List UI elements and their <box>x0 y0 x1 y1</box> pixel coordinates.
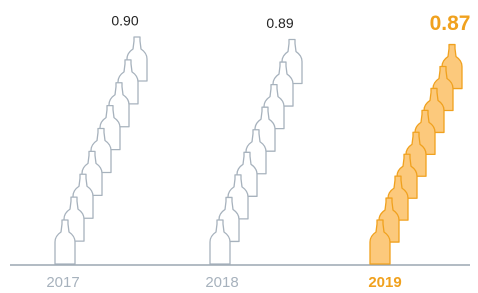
bottle-stack <box>210 40 302 264</box>
bottle-stack <box>370 45 462 264</box>
x-tick-label: 2018 <box>205 274 238 291</box>
x-tick-label: 2019 <box>368 274 401 291</box>
chart: 0.90 2017 0.89 2018 0.87 2019 <box>0 0 478 293</box>
bottle-stack <box>55 37 147 264</box>
value-label: 0.87 <box>430 12 471 35</box>
x-tick-label: 2017 <box>46 274 79 291</box>
value-label: 0.90 <box>111 13 138 29</box>
value-label: 0.89 <box>266 15 293 31</box>
